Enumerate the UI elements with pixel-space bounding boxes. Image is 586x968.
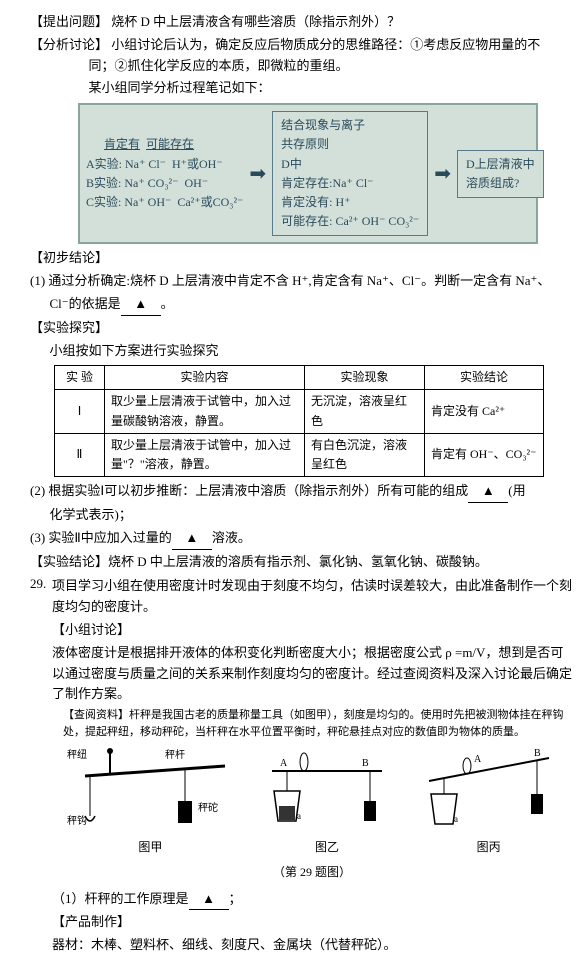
notes-col-mid: 结合现象与离子 共存原则 D中 肯定存在:Na⁺ Cl⁻ 肯定没有: H⁺ 可能… [272,111,428,236]
figure-row: 秤纽 秤钩 秤杆 秤砣 图甲 A B [52,746,572,857]
balance-bing-icon: A B a [419,746,559,836]
analyze-label: 【分析讨论】 [30,37,108,52]
analyze-discuss: 【分析讨论】 小组讨论后认为，确定反应后物质成分的思维路径：①考虑反应物用量的不… [30,35,556,77]
q29-sub1: （1）杆秤的工作原理是▲； [52,889,572,911]
cell-num-1: Ⅰ [55,390,105,433]
experiment-table: 实 验 实验内容 实验现象 实验结论 Ⅰ 取少量上层清液于试管中，加入过量碳酸钠… [54,365,544,477]
notes-col-right: D上层清液中 溶质组成? [457,150,544,198]
exp-intro: 小组按如下方案进行实验探究 [30,341,556,362]
arrow-icon-2: ➡ [434,158,451,190]
q29-make: 器材：木棒、塑料杯、细线、刻度尺、金属块（代替秤砣）。 [52,935,572,956]
figcap-a: 图甲 [65,838,235,857]
th-obs: 实验现象 [305,366,425,390]
exp-q2c: 化学式表示)； [30,505,556,526]
expconc-text: 烧杯 D 中上层清液的溶质有指示剂、氯化钠、氢氧化钠、碳酸钠。 [108,554,488,569]
arrow-icon: ➡ [249,158,266,190]
exp-label: 【实验探究】 [30,318,556,339]
cell-obs-1: 无沉淀，溶液呈红色 [305,390,425,433]
q29-ref-text: 杆秤是我国古老的质量称量工具（如图甲），刻度是均匀的。使用时先把被测物体挂在秤钩… [63,709,564,738]
cell-conc-1: 肯定没有 Ca²⁺ [425,390,544,433]
balance-yi-icon: A B a [262,746,392,836]
svg-text:a: a [297,811,301,821]
steelyard-icon: 秤纽 秤钩 秤杆 秤砣 [65,746,235,836]
prelim-q1b: Cl⁻的依据是▲。 [30,294,556,316]
propose-question: 【提出问题】 烧杯 D 中上层清液含有哪些溶质（除指示剂外）？ [30,12,556,33]
figure-jia: 秤纽 秤钩 秤杆 秤砣 图甲 [65,746,235,857]
svg-text:A: A [474,754,482,765]
propose-text: 烧杯 D 中上层清液含有哪些溶质（除指示剂外）？ [108,14,400,29]
q29-disc: 液体密度计是根据排开液体的体积变化判断密度大小；根据密度公式 ρ =m/V，想到… [52,643,572,705]
cell-content-1: 取少量上层清液于试管中，加入过量碳酸钠溶液，静置。 [105,390,305,433]
q29: 29. 项目学习小组在使用密度计时发现由于刻度不均匀，估读时误差较大，由此准备制… [30,574,556,958]
notes-col-left: 肯定有 可能存在 A实验: Na⁺ Cl⁻ H⁺或OH⁻ B实验: Na⁺ CO… [86,135,243,212]
svg-text:B: B [362,758,369,769]
prelim-q1: (1) 通过分析确定:烧杯 D 上层清液中肯定不含 H⁺,肯定含有 Na⁺、Cl… [30,271,556,292]
blank-2: ▲ [468,481,508,503]
cell-obs-2: 有白色沉淀，溶液呈红色 [305,433,425,476]
q29-ref-label: 【查阅资料】 [63,709,129,721]
q29-disc-label: 【小组讨论】 [52,620,572,641]
expconc-label: 【实验结论】 [30,554,108,569]
table-row: Ⅰ 取少量上层清液于试管中，加入过量碳酸钠溶液，静置。 无沉淀，溶液呈红色 肯定… [55,390,544,433]
cell-conc-2: 肯定有 OH⁻、CO₃²⁻ [425,433,544,476]
notes-diagram: 肯定有 可能存在 A实验: Na⁺ Cl⁻ H⁺或OH⁻ B实验: Na⁺ CO… [78,103,538,244]
exp-q3: (3) 实验Ⅱ中应加入过量的▲溶液。 [30,528,556,550]
cell-num-2: Ⅱ [55,433,105,476]
q29-num: 29. [30,574,52,958]
th-exp: 实 验 [55,366,105,390]
figcap-b: 图乙 [262,838,392,857]
svg-text:A: A [280,758,288,769]
figure-yi: A B a 图乙 [262,746,392,857]
propose-label: 【提出问题】 [30,14,108,29]
th-content: 实验内容 [105,366,305,390]
svg-text:B: B [534,748,541,759]
svg-text:秤砣: 秤砣 [198,801,218,814]
cell-content-2: 取少量上层清液于试管中，加入过量"？"溶液，静置。 [105,433,305,476]
blank-1: ▲ [121,294,161,316]
svg-text:秤杆: 秤杆 [165,749,185,761]
q29-ref: 【查阅资料】杆秤是我国古老的质量称量工具（如图甲），刻度是均匀的。使用时先把被测… [52,707,572,740]
table-row: Ⅱ 取少量上层清液于试管中，加入过量"？"溶液，静置。 有白色沉淀，溶液呈红色 … [55,433,544,476]
prelim-label: 【初步结论】 [30,248,556,269]
svg-text:秤纽: 秤纽 [67,748,87,761]
expconc: 【实验结论】烧杯 D 中上层清液的溶质有指示剂、氯化钠、氢氧化钠、碳酸钠。 [30,552,556,573]
fig-title: （第 29 题图） [52,863,572,882]
blank-3: ▲ [172,528,212,550]
svg-text:a: a [454,814,458,824]
blank-4: ▲ [189,889,229,911]
svg-text:秤钩: 秤钩 [67,815,87,827]
exp-q2: (2) 根据实验Ⅰ可以初步推断：上层清液中溶质（除指示剂外）所有可能的组成▲(用 [30,481,556,503]
q29-intro: 项目学习小组在使用密度计时发现由于刻度不均匀，估读时误差较大，由此准备制作一个刻… [52,576,572,618]
q29-make-label: 【产品制作】 [52,912,572,933]
figcap-c: 图丙 [419,838,559,857]
th-conc: 实验结论 [425,366,544,390]
analyze-text: 小组讨论后认为，确定反应后物质成分的思维路径：①考虑反应物用量的不同；②抓住化学… [89,37,541,73]
figure-bing: A B a 图丙 [419,746,559,857]
table-header-row: 实 验 实验内容 实验现象 实验结论 [55,366,544,390]
analyze-note: 某小组同学分析过程笔记如下： [30,78,556,99]
